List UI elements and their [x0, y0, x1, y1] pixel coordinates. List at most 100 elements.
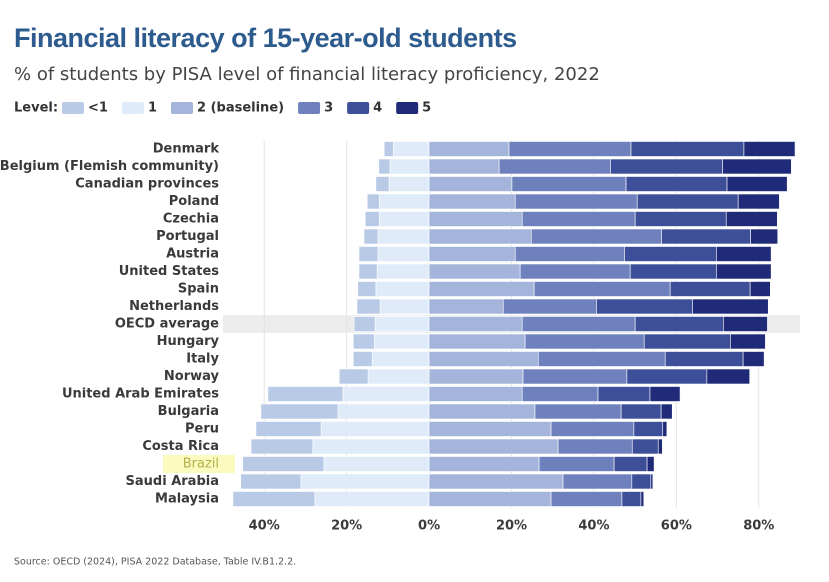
bar-segment — [646, 456, 655, 472]
bar-segment — [428, 386, 523, 402]
bar-segment — [533, 281, 671, 297]
bar-segment — [428, 228, 532, 245]
bar-segment — [428, 473, 564, 490]
bar-segment — [363, 228, 379, 245]
category-label: Czechia — [163, 212, 219, 227]
bar-segment — [353, 316, 376, 332]
bar-segment — [750, 228, 779, 245]
bar-segment — [428, 491, 552, 507]
bar-segment — [633, 421, 664, 437]
chart-subtitle: % of students by PISA level of financial… — [14, 64, 600, 85]
bar-segment — [428, 438, 559, 455]
bar-segment — [722, 158, 792, 175]
bar-segment — [625, 176, 728, 192]
bar-segment — [378, 158, 391, 175]
x-tick-label: 40% — [578, 519, 609, 534]
category-label: Norway — [164, 369, 220, 384]
bar-segment — [314, 491, 430, 507]
category-label: Belgium (Flemish community) — [0, 159, 219, 174]
x-tick-label: 20% — [496, 519, 527, 534]
bar-segment — [521, 316, 636, 332]
bar-segment — [357, 281, 377, 297]
category-label: Hungary — [157, 334, 220, 349]
bar-segment — [428, 263, 521, 280]
bar-segment — [300, 473, 430, 490]
bar-segment — [232, 491, 316, 507]
bar-segment — [428, 246, 516, 262]
bar-segment — [364, 211, 380, 227]
bar-segment — [267, 386, 344, 402]
category-label: Costa Rica — [142, 439, 219, 454]
bar-segment — [661, 228, 751, 245]
category-label: Peru — [185, 422, 219, 437]
bar-segment — [378, 193, 430, 210]
bar-segment — [629, 263, 717, 280]
bar-segment — [514, 193, 638, 210]
bar-segment — [634, 211, 727, 227]
bar-segment — [640, 491, 645, 507]
bar-segment — [636, 193, 739, 210]
bar-segment — [428, 211, 523, 227]
bar-segment — [428, 403, 536, 420]
bar-segment — [620, 403, 662, 420]
legend-label: 5 — [422, 101, 431, 116]
x-tick-label: 60% — [661, 519, 692, 534]
category-label: United Arab Emirates — [62, 387, 219, 402]
category-label: Saudi Arabia — [126, 474, 219, 489]
bar-segment — [392, 141, 430, 157]
bar-segment — [621, 491, 642, 507]
category-label: OECD average — [115, 317, 219, 332]
legend-swatch — [171, 102, 193, 114]
bar-segment — [352, 351, 373, 367]
x-tick-label: 20% — [331, 519, 362, 534]
bar-segment — [428, 351, 539, 367]
bar-segment — [250, 438, 314, 455]
bar-segment — [643, 333, 731, 350]
bar-segment — [613, 456, 648, 472]
bar-segment — [626, 368, 708, 385]
bar-segment — [240, 473, 302, 490]
bar-segment — [650, 473, 654, 490]
legend-swatch — [62, 102, 84, 114]
category-label: Portugal — [156, 229, 219, 244]
bar-segment — [376, 263, 430, 280]
bar-segment — [514, 246, 625, 262]
bar-segment — [428, 193, 516, 210]
bar-segment — [428, 281, 535, 297]
category-label: United States — [119, 264, 220, 279]
chart-title: Financial literacy of 15-year-old studen… — [14, 23, 517, 53]
bar-segment — [358, 263, 378, 280]
bar-segment — [502, 298, 597, 315]
bar-segment — [706, 368, 751, 385]
bar-segment — [550, 491, 623, 507]
x-tick-label: 40% — [249, 519, 280, 534]
legend-swatch — [347, 102, 370, 114]
legend-label: 2 (baseline) — [197, 101, 284, 116]
legend-label: 4 — [373, 101, 382, 116]
category-label: Canadian provinces — [75, 177, 219, 192]
bar-segment — [749, 281, 771, 297]
bar-segment — [377, 228, 430, 245]
bar-segment — [379, 298, 430, 315]
bar-segment — [242, 456, 325, 472]
bar-segment — [550, 421, 635, 437]
bar-segment — [530, 228, 662, 245]
bar-segment — [377, 246, 430, 262]
x-tick-label: 80% — [743, 519, 774, 534]
bar-segment — [375, 281, 430, 297]
x-tick-label: 0% — [418, 519, 440, 534]
bar-segment — [428, 368, 524, 385]
bar-segment — [255, 421, 322, 437]
bar-segment — [508, 141, 632, 157]
bar-segment — [428, 421, 552, 437]
legend-label: 3 — [324, 101, 333, 116]
bar-segment — [511, 176, 627, 192]
bar-segment — [631, 473, 652, 490]
category-label: Austria — [166, 247, 219, 262]
bar-segment — [498, 158, 611, 175]
bar-segment — [366, 193, 380, 210]
bar-segment — [519, 263, 631, 280]
bar-segment — [373, 333, 430, 350]
label-highlight — [163, 455, 235, 473]
